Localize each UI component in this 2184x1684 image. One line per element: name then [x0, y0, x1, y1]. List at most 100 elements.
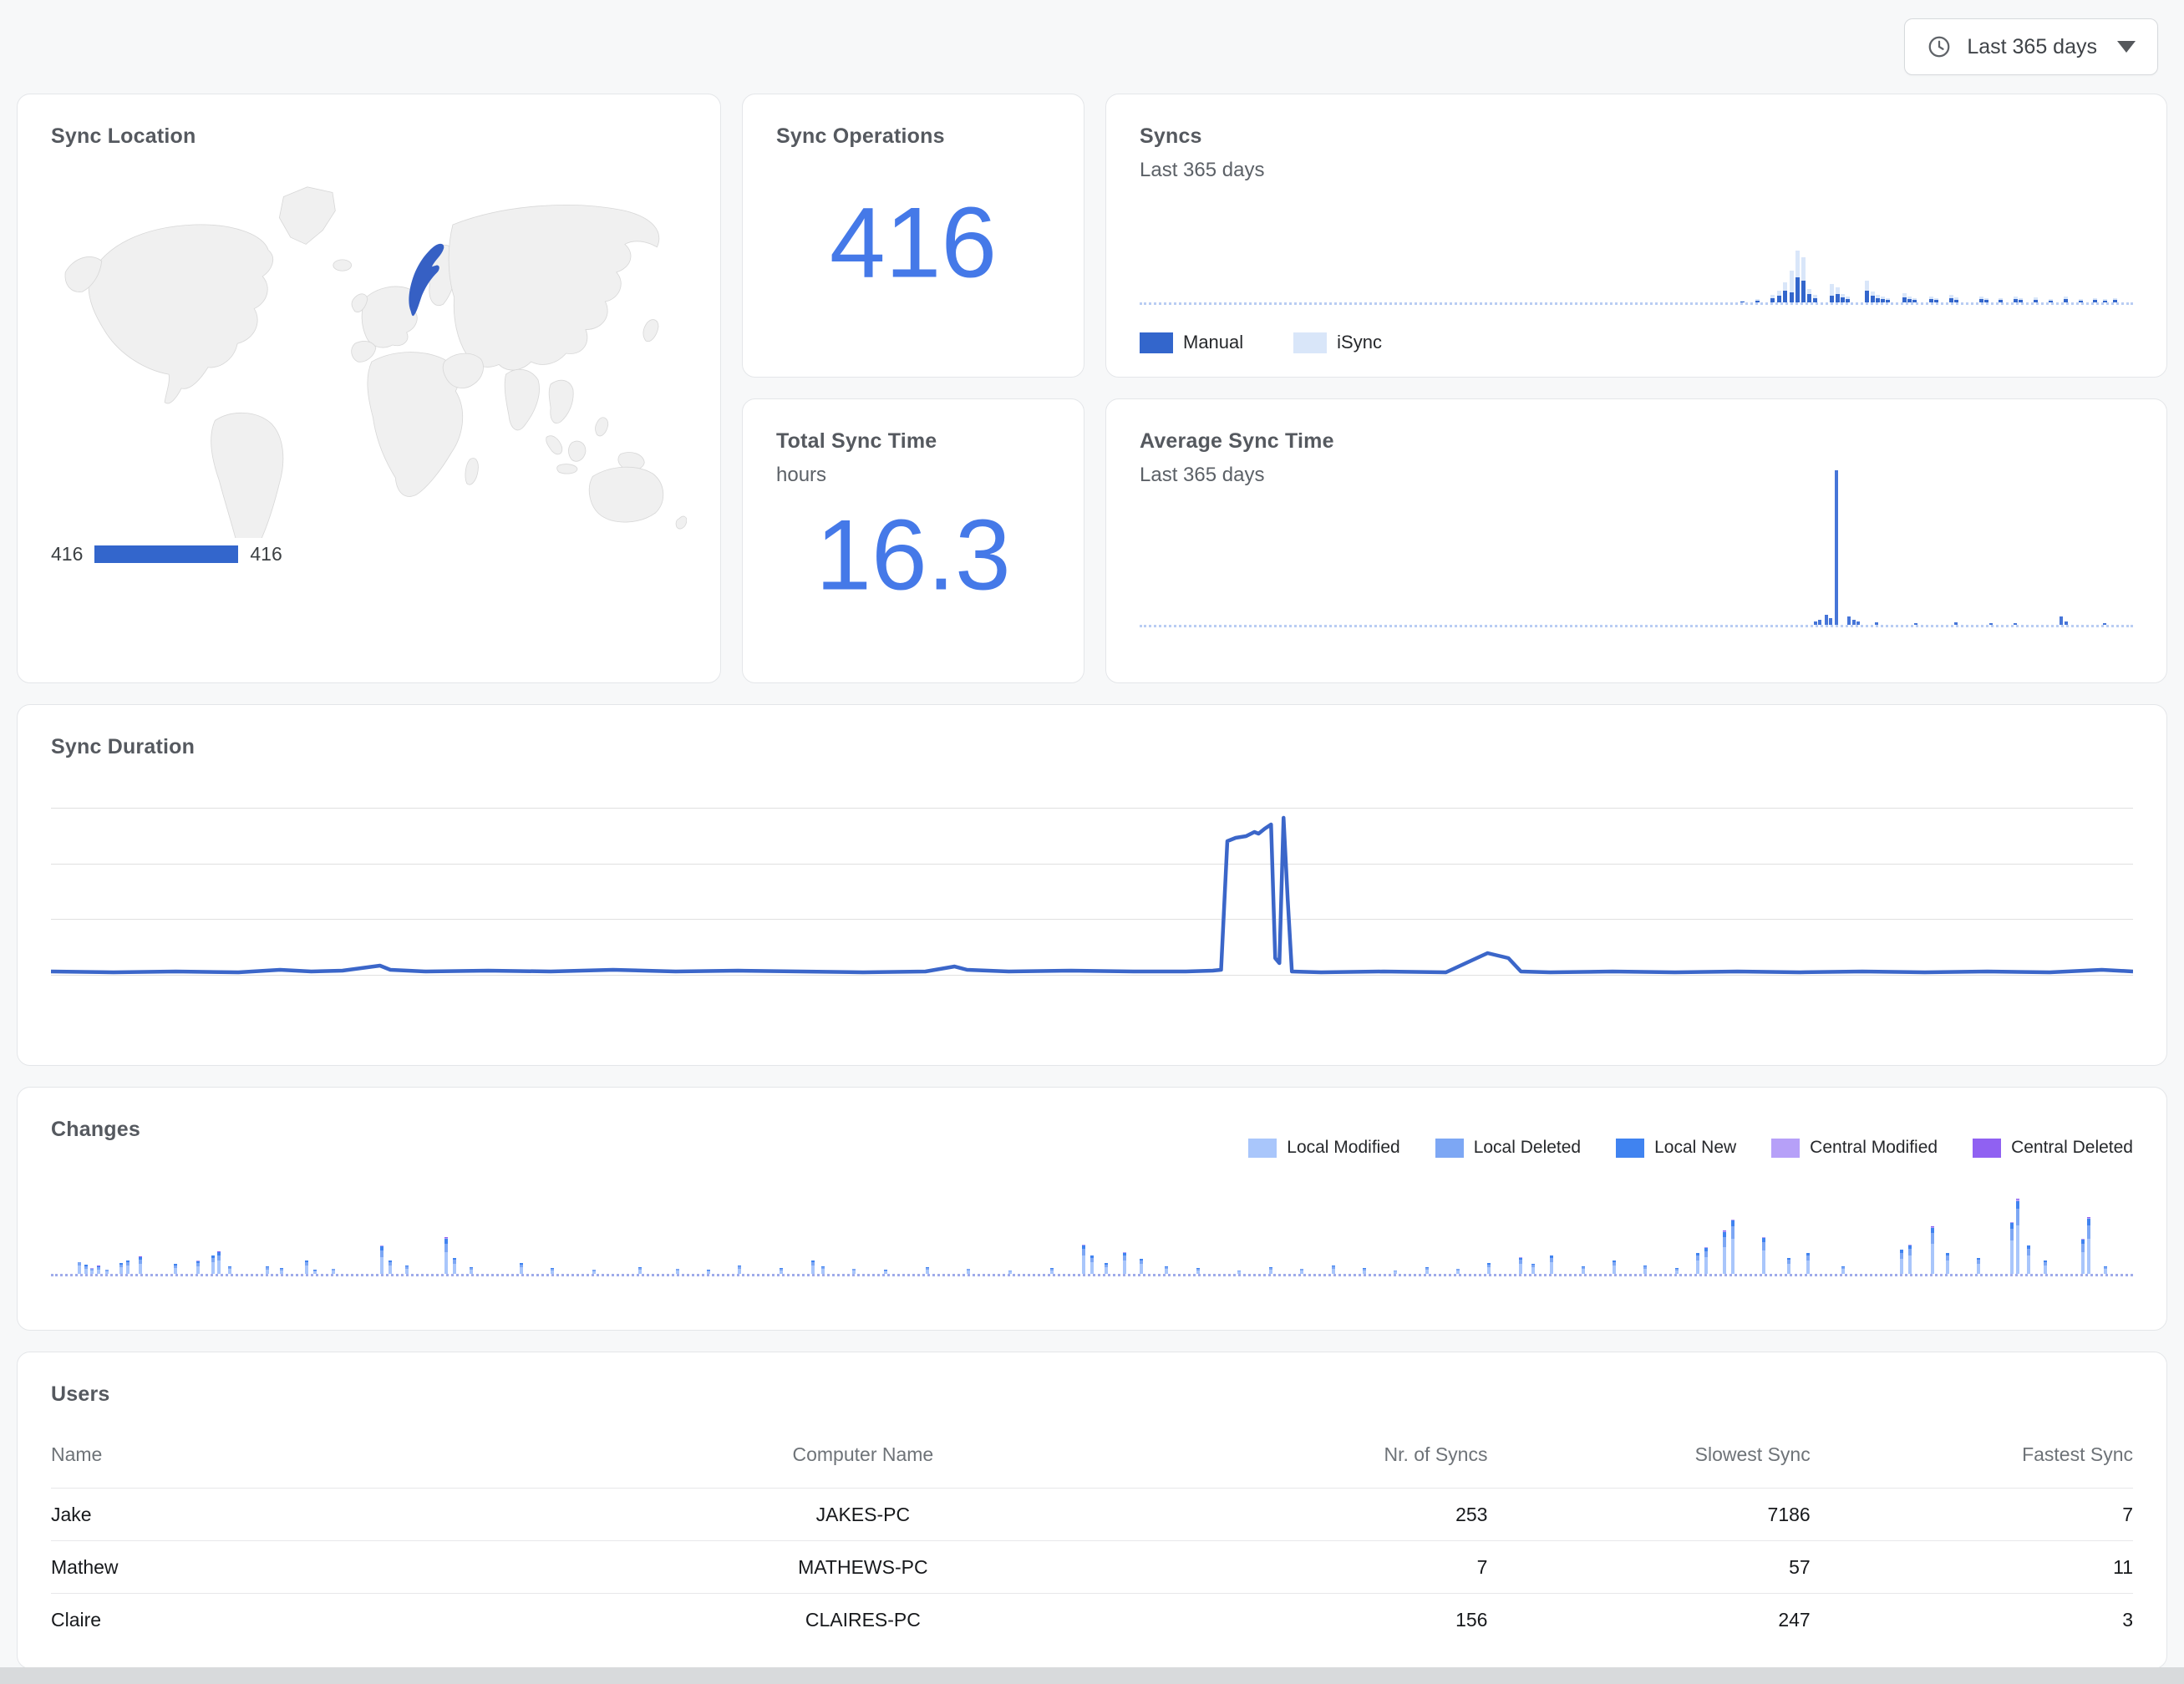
syncs-bar — [1876, 295, 1881, 302]
average-sync-time-bar — [1846, 616, 1851, 625]
map-indochina — [548, 379, 574, 424]
map-legend-bar — [94, 545, 239, 563]
changes-chart — [51, 1185, 2133, 1276]
syncs-bar — [1807, 289, 1811, 302]
changes-bar — [104, 1270, 109, 1274]
changes-bar — [332, 1269, 336, 1274]
changes-bar — [78, 1262, 82, 1274]
changes-bar — [84, 1265, 88, 1274]
syncs-bar — [1801, 257, 1806, 302]
legend-label: Manual — [1183, 332, 1244, 353]
changes-bar — [469, 1267, 473, 1274]
map-color-legend: 416 416 — [51, 543, 687, 566]
legend-label: Local Modified — [1287, 1138, 1400, 1157]
legend-item: Local Deleted — [1435, 1138, 1581, 1158]
total-sync-time-subtitle: hours — [776, 464, 827, 486]
changes-bar — [265, 1266, 269, 1274]
changes-bar — [125, 1260, 130, 1274]
changes-bar — [1456, 1269, 1460, 1274]
changes-bar — [1196, 1268, 1200, 1274]
syncs-bar — [1740, 301, 1745, 302]
sync-operations-card: Sync Operations 416 — [742, 94, 1084, 378]
map-java — [556, 464, 578, 474]
users-column-header: Fastest Sync — [2022, 1443, 2133, 1465]
syncs-bar — [1999, 298, 2004, 302]
sync-duration-title: Sync Duration — [51, 735, 196, 758]
total-sync-time-card: Total Sync Time hours 16.3 — [742, 398, 1084, 683]
map-japan — [643, 319, 659, 342]
syncs-bar — [1871, 292, 1876, 302]
legend-item: Local Modified — [1248, 1138, 1400, 1158]
map-iberia — [351, 341, 377, 363]
changes-bar — [1089, 1255, 1094, 1274]
changes-bar — [2043, 1260, 2047, 1274]
table-row: Mathew MATHEWS-PC 7 57 11 — [51, 1540, 2133, 1594]
syncs-legend: Manual iSync — [1140, 332, 1382, 353]
table-cell: 7 — [1810, 1488, 2133, 1541]
users-card: Users Name Computer Name Nr. of Syncs Slowe… — [17, 1352, 2167, 1669]
map-europe — [361, 286, 419, 348]
date-range-dropdown[interactable]: Last 365 days — [1904, 18, 2158, 75]
changes-bar — [1531, 1264, 1535, 1274]
sync-duration-line — [51, 818, 2133, 972]
changes-bar — [196, 1260, 201, 1274]
changes-bar — [1643, 1266, 1648, 1274]
changes-bar — [1425, 1267, 1429, 1274]
changes-bar — [1907, 1245, 1912, 1274]
sync-duration-line-svg — [51, 808, 2133, 975]
changes-bar — [90, 1268, 94, 1274]
legend-item: iSync — [1293, 332, 1382, 353]
average-sync-time-bar — [1874, 622, 1878, 625]
syncs-bar — [2078, 299, 2083, 302]
changes-bar — [852, 1269, 856, 1274]
norway-highlight — [409, 243, 444, 317]
map-legend-min: 416 — [51, 543, 84, 565]
changes-bar — [551, 1268, 555, 1274]
changes-bar — [967, 1269, 971, 1274]
legend-swatch — [1248, 1138, 1277, 1158]
right-column: Syncs Last 365 days Manual iSync Average … — [1105, 94, 2167, 683]
average-sync-time-subtitle: Last 365 days — [1140, 464, 1265, 486]
map-iceland — [333, 259, 352, 271]
table-cell: 247 — [1487, 1593, 1811, 1646]
syncs-bar — [2093, 298, 2098, 302]
map-middle-east — [442, 353, 484, 389]
syncs-card: Syncs Last 365 days Manual iSync — [1105, 94, 2167, 378]
changes-bar — [1931, 1226, 1935, 1274]
legend-item: Local New — [1616, 1138, 1736, 1158]
average-sync-time-chart — [1140, 458, 2133, 627]
changes-bar — [1899, 1250, 1903, 1274]
table-cell: 57 — [1487, 1540, 1811, 1594]
changes-bar — [780, 1268, 784, 1274]
syncs-bar — [1929, 297, 1934, 302]
map-sumatra — [546, 435, 563, 455]
changes-bar — [1787, 1258, 1791, 1274]
average-sync-time-bar — [2064, 621, 2068, 625]
changes-bar — [1704, 1247, 1708, 1274]
changes-bar — [379, 1245, 383, 1274]
syncs-bar — [1864, 281, 1869, 302]
table-cell: Jake — [51, 1488, 551, 1541]
gridline — [51, 863, 2133, 865]
syncs-bar — [1978, 297, 1983, 302]
sync-operations-title: Sync Operations — [776, 124, 945, 148]
syncs-bar — [2034, 297, 2039, 302]
syncs-bar — [1907, 297, 1912, 302]
changes-bar — [1237, 1271, 1242, 1274]
changes-bar — [280, 1268, 284, 1274]
changes-bar — [1081, 1245, 1085, 1274]
changes-bar — [1806, 1253, 1810, 1274]
changes-bar — [592, 1270, 596, 1274]
changes-legend: Local Modified Local Deleted Local New Cent… — [1248, 1138, 2133, 1158]
syncs-bar — [1934, 298, 1939, 302]
changes-bar — [305, 1260, 309, 1274]
syncs-bar — [1841, 294, 1846, 302]
syncs-bar — [2019, 298, 2024, 302]
syncs-bar — [1770, 295, 1775, 302]
syncs-chart — [1140, 217, 2133, 305]
legend-label: Local New — [1654, 1138, 1737, 1157]
changes-bar — [119, 1263, 124, 1274]
changes-bar — [706, 1270, 710, 1274]
total-sync-time-title: Total Sync Time — [776, 429, 937, 453]
date-range-label: Last 365 days — [1967, 34, 2097, 58]
